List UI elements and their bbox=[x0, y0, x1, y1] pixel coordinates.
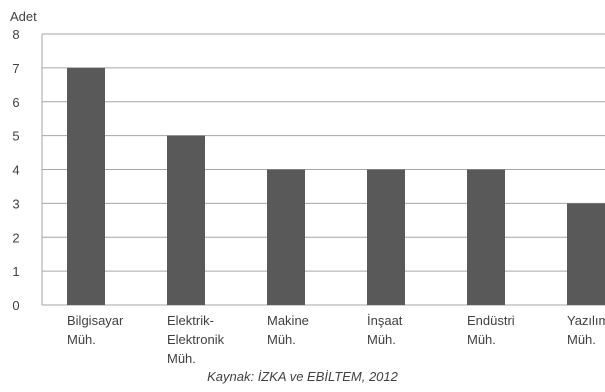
y-tick-label: 7 bbox=[12, 61, 19, 76]
x-tick-label: Elektrik-Elektronik Müh. bbox=[167, 313, 225, 366]
x-tick-label: Makine Müh. bbox=[267, 313, 309, 347]
x-tick-labels: Bilgisayar Müh. Elektrik-Elektronik Müh. Mak… bbox=[67, 313, 605, 366]
x-tick-label: İnşaat Müh. bbox=[367, 313, 403, 347]
y-tick-label: 1 bbox=[12, 264, 19, 279]
source-caption: Kaynak: İZKA ve EBİLTEM, 2012 bbox=[207, 369, 398, 384]
bar bbox=[467, 169, 505, 305]
bar bbox=[567, 203, 605, 305]
bar bbox=[367, 169, 405, 305]
y-tick-label: 8 bbox=[12, 27, 19, 42]
bar bbox=[267, 169, 305, 305]
bar bbox=[167, 135, 205, 305]
bar bbox=[67, 67, 105, 305]
y-tick-labels: 0 1 2 3 4 5 6 7 8 bbox=[12, 27, 19, 313]
y-tick-label: 4 bbox=[12, 163, 19, 178]
x-tick-label: Bilgisayar Müh. bbox=[67, 313, 124, 347]
y-tick-label: 6 bbox=[12, 95, 19, 110]
y-tick-label: 3 bbox=[12, 196, 19, 211]
bars bbox=[67, 67, 605, 305]
x-tick-label: Endüstri Müh. bbox=[467, 313, 515, 347]
x-tick-label: Yazılım Müh. bbox=[567, 313, 605, 347]
y-tick-label: 0 bbox=[12, 298, 19, 313]
y-tick-label: 5 bbox=[12, 129, 19, 144]
y-axis-label: Adet bbox=[10, 9, 37, 24]
gridlines bbox=[41, 33, 605, 306]
y-tick-label: 2 bbox=[12, 230, 19, 245]
